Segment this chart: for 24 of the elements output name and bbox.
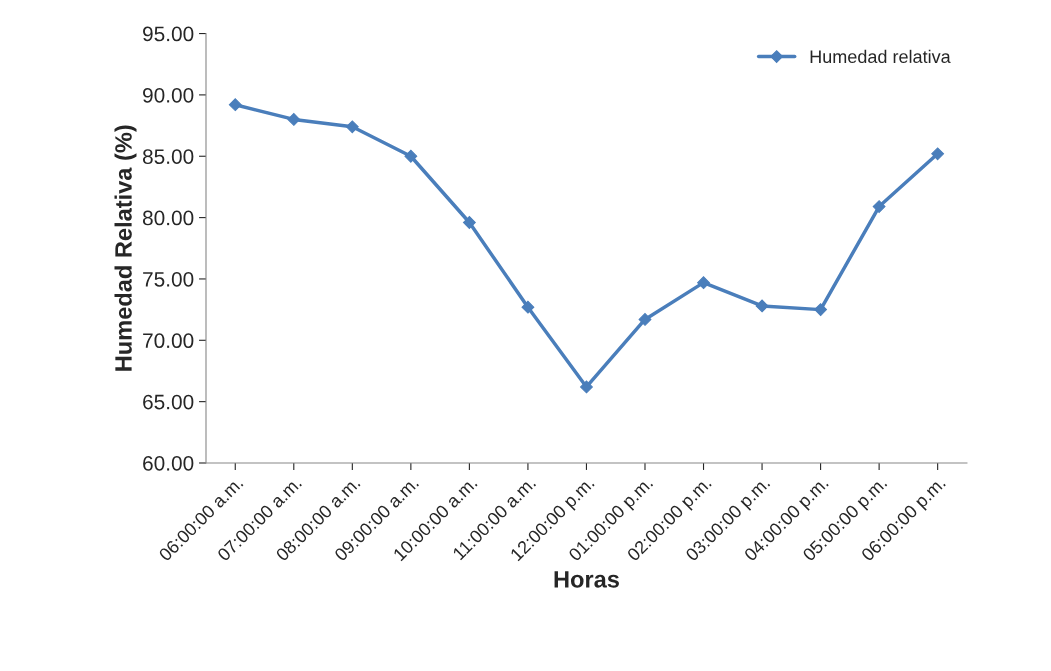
- point: [697, 276, 710, 290]
- point: [287, 113, 301, 126]
- y-axis-title: Humedad Relativa (%): [114, 125, 137, 371]
- point: [580, 380, 593, 394]
- y-tick-label: 85.00: [142, 149, 194, 164]
- point: [404, 149, 418, 163]
- y-tick-label: 65.00: [143, 394, 194, 410]
- point: [872, 200, 886, 213]
- legend-label: Humedad relativa: [810, 49, 951, 64]
- x-axis-title: Horas: [554, 571, 619, 588]
- point: [521, 300, 535, 314]
- y-tick-label: 80.00: [142, 210, 194, 226]
- point: [931, 147, 945, 161]
- point: [228, 98, 242, 112]
- y-tick-label: 90.00: [143, 87, 194, 103]
- y-tick-label: 95.00: [143, 26, 194, 42]
- point: [755, 299, 769, 313]
- point: [345, 120, 359, 134]
- y-tick-label: 60.00: [143, 455, 194, 471]
- point: [638, 313, 652, 326]
- y-tick-label: 70.00: [143, 333, 194, 349]
- point: [462, 216, 476, 229]
- y-tick-label: 75.00: [143, 271, 194, 287]
- point: [814, 303, 827, 317]
